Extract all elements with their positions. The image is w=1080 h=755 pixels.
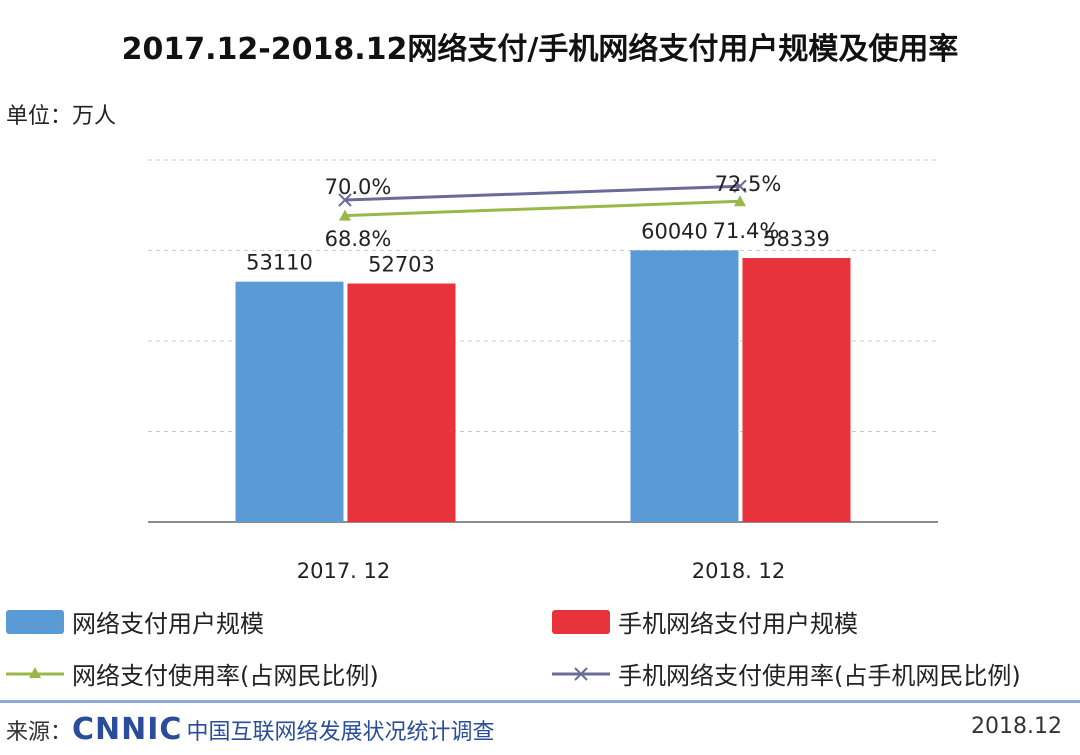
cnnic-logo: CNNIC (72, 712, 183, 747)
footer-divider (0, 700, 1080, 703)
line-data-label: 71.4% (713, 219, 780, 243)
unit-label: 单位：万人 (6, 104, 117, 129)
bar-data-label: 52703 (368, 253, 435, 277)
source-label: 来源： (6, 719, 73, 745)
chart-area: 53110 60040 52703 58339 2017. 12 2018. 12 68.8… (148, 159, 938, 583)
x-marker (338, 193, 352, 207)
triangle-marker (339, 209, 351, 221)
bar-data-label: 53110 (246, 251, 313, 275)
legend-label: 网络支付用户规模 (72, 610, 264, 638)
line-data-label: 72.5% (715, 172, 782, 196)
x-tick-label: 2018. 12 (692, 559, 786, 583)
x-tick-label: 2017. 12 (297, 559, 391, 583)
bar-mobile-payment (347, 283, 456, 522)
line-data-label: 68.8% (325, 227, 392, 251)
legend-item-online-payment-rate: 网络支付使用率(占网民比例) (6, 656, 379, 691)
legend-item-mobile-payment-users: 手机网络支付用户规模 (552, 604, 858, 639)
legend-item-online-payment-users: 网络支付用户规模 (6, 604, 264, 639)
bar-data-label: 60040 (641, 219, 708, 243)
legend-swatch-red (552, 609, 610, 634)
chart-title: 2017.12-2018.12网络支付/手机网络支付用户规模及使用率 (121, 32, 959, 67)
legend-swatch-blue (6, 609, 64, 634)
legend-label: 手机网络支付用户规模 (618, 610, 858, 638)
triangle-marker (734, 195, 746, 207)
bar-online-payment (630, 250, 739, 522)
bar-online-payment (235, 281, 344, 522)
source-attribution: 来源： CNNIC 中国互联网络发展状况统计调查 (6, 712, 494, 747)
x-marker-icon (552, 666, 610, 681)
report-date: 2018.12 (971, 714, 1062, 739)
bar-data-label: 58339 (763, 227, 830, 251)
legend-label: 网络支付使用率(占网民比例) (72, 662, 379, 690)
legend-label: 手机网络支付使用率(占手机网民比例) (618, 662, 1021, 690)
bar-mobile-payment (742, 258, 851, 522)
legend-item-mobile-payment-rate: 手机网络支付使用率(占手机网民比例) (552, 656, 1021, 691)
line-mobile-payment-rate (344, 184, 741, 202)
x-marker (733, 179, 747, 193)
source-org-name: 中国互联网络发展状况统计调查 (186, 719, 495, 745)
triangle-marker-icon (6, 666, 64, 678)
line-online-payment-rate (344, 199, 741, 218)
line-data-label: 70.0% (325, 175, 392, 199)
